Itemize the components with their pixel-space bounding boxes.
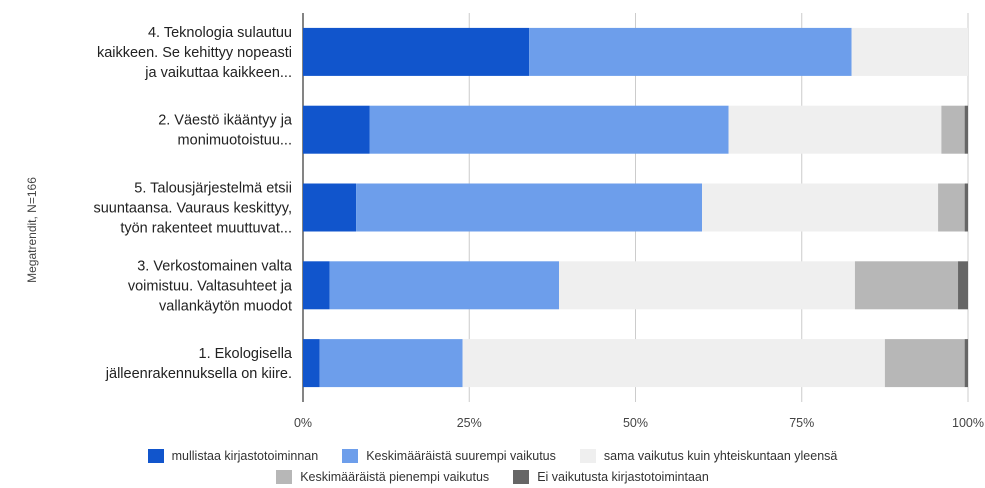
bar-segment (369, 105, 729, 154)
bar-segment (303, 27, 530, 76)
legend-label: Keskimääräistä suurempi vaikutus (366, 449, 556, 463)
bar-segment (529, 27, 852, 76)
bar-segment (319, 339, 463, 388)
bar-segment (964, 105, 968, 154)
bar-segment (851, 27, 968, 76)
bar-segment (884, 339, 965, 388)
x-tick-label: 50% (623, 416, 648, 430)
x-tick-labels: 0% 25% 50% 75% 100% (294, 416, 984, 430)
bar-segment (958, 261, 968, 310)
legend-swatch (276, 470, 293, 484)
legend-label: mullistaa kirjastotoiminnan (171, 449, 319, 463)
legend-item: sama vaikutus kuin yhteiskuntaan yleensä (579, 449, 838, 463)
bar-segment (356, 183, 702, 232)
bar-segment (303, 339, 320, 388)
bar-segment (964, 339, 968, 388)
x-tick-label: 75% (789, 416, 814, 430)
category-label: 4. Teknologia sulautuu kaikkeen. Se kehit… (97, 25, 292, 81)
bar-segment (329, 261, 560, 310)
stacked-bar-chart: 4. Teknologia sulautuu kaikkeen. Se kehit… (25, 13, 984, 430)
legend-label: Ei vaikutusta kirjastotoimintaan (537, 470, 709, 484)
legend-swatch (342, 449, 359, 463)
category-label: 5. Talousjärjestelmä etsii suuntaansa. Va… (93, 181, 292, 237)
bar-segment (559, 261, 855, 310)
category-label: 2. Väestö ikääntyy ja monimuotoistuu... (158, 113, 293, 149)
x-tick-label: 100% (952, 416, 984, 430)
bar-segment (462, 339, 885, 388)
bar-segment (303, 261, 330, 310)
legend-item: Ei vaikutusta kirjastotoimintaan (513, 470, 709, 484)
x-tick-label: 0% (294, 416, 312, 430)
legend-swatch (513, 470, 530, 484)
category-label: 3. Verkostomainen valta voimistuu. Valtas… (128, 258, 293, 314)
bars (303, 27, 968, 388)
bar-segment (941, 105, 965, 154)
bar-segment (964, 183, 968, 232)
legend-item: mullistaa kirjastotoiminnan (147, 449, 319, 463)
bar-segment (303, 183, 357, 232)
bar-segment (938, 183, 965, 232)
category-labels: 4. Teknologia sulautuu kaikkeen. Se kehit… (93, 25, 292, 382)
bar-segment (303, 105, 370, 154)
legend-item: Keskimääräistä pienempi vaikutus (276, 470, 489, 484)
bar-segment (854, 261, 959, 310)
legend-label: Keskimääräistä pienempi vaikutus (300, 470, 490, 484)
legend-row-1: mullistaa kirjastotoiminnan Keskimääräis… (0, 449, 985, 463)
bar-segment (702, 183, 939, 232)
category-label: 1. Ekologisella jälleenrakennuksella on k… (105, 346, 293, 382)
legend-swatch (147, 449, 164, 463)
legend-row-2: Keskimääräistä pienempi vaikutus Ei vaik… (0, 470, 985, 484)
legend-item: Keskimääräistä suurempi vaikutus (342, 449, 556, 463)
y-axis-label: Megatrendit, N=166 (25, 177, 39, 283)
x-tick-label: 25% (457, 416, 482, 430)
legend-label: sama vaikutus kuin yhteiskuntaan yleensä (603, 449, 838, 463)
bar-segment (728, 105, 942, 154)
legend-swatch (579, 449, 596, 463)
